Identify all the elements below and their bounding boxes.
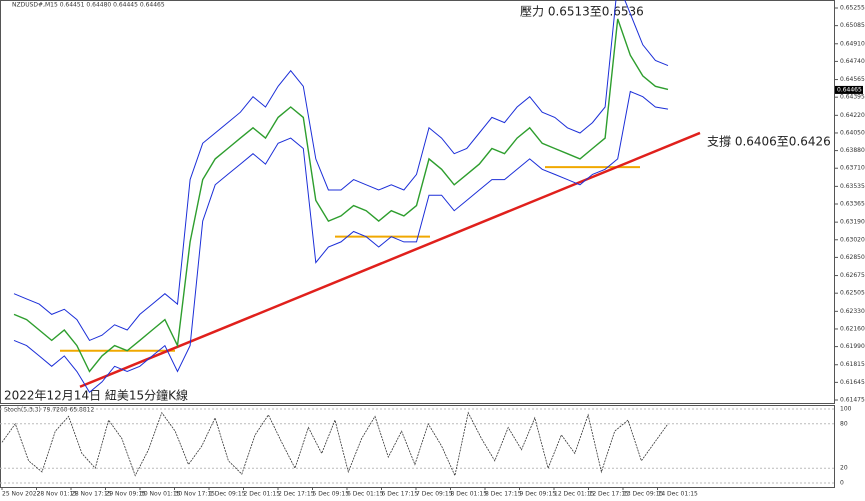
x-tick-label: 25 Nov 2022 — [2, 491, 41, 498]
x-tick-label: 28 Nov 17:15 — [71, 491, 112, 498]
y-tick-label: 0.63020 — [840, 236, 865, 243]
y-tick-label: 0.65255 — [840, 5, 865, 12]
chart-title: NZDUSD#,M15 0.64451 0.64480 0.64445 0.64… — [12, 2, 165, 9]
stoch-frame — [0, 405, 835, 488]
x-tick-label: 6 Dec 01:15 — [347, 491, 384, 498]
x-tick-label: 14 Dec 01:15 — [658, 491, 699, 498]
x-tick-label: 28 Nov 01:15 — [37, 491, 78, 498]
stoch-tick-label: 20 — [840, 465, 848, 472]
y-tick-label: 0.64220 — [840, 112, 865, 119]
x-tick-label: 13 Dec 09:15 — [623, 491, 664, 498]
x-tick-label: 12 Dec 17:15 — [589, 491, 630, 498]
x-tick-label: 9 Dec 09:15 — [520, 491, 557, 498]
trend-line — [79, 131, 701, 388]
y-tick-label: 0.64910 — [840, 40, 865, 47]
y-tick-label: 0.62330 — [840, 308, 865, 315]
y-tick-label: 0.63190 — [840, 219, 865, 226]
x-tick-label: 29 Nov 09:15 — [106, 491, 147, 498]
x-tick-label: 8 Dec 01:15 — [451, 491, 488, 498]
y-tick-label: 0.63880 — [840, 147, 865, 154]
caption: 2022年12月14日 紐美15分鐘K線 — [4, 388, 188, 403]
y-tick-label: 0.62160 — [840, 325, 865, 332]
y-tick-label: 0.63365 — [840, 201, 865, 208]
last-price-label: 0.64465 — [837, 86, 862, 93]
y-tick-label: 0.61990 — [840, 343, 865, 350]
y-tick-label: 0.64565 — [840, 76, 865, 83]
y-tick-label: 0.64050 — [840, 129, 865, 136]
y-tick-label: 0.63535 — [840, 183, 865, 190]
y-tick-label: 0.61815 — [840, 361, 865, 368]
x-tick-label: 30 Nov 01:15 — [140, 491, 181, 498]
x-tick-label: 6 Dec 17:15 — [382, 491, 419, 498]
stoch-tick-label: 80 — [840, 420, 848, 427]
price-line — [13, 0, 669, 342]
y-tick-label: 0.63710 — [840, 165, 865, 172]
x-tick-label: 30 Nov 17:15 — [175, 491, 216, 498]
support-note: 支撐 0.6406至0.6426 — [707, 135, 831, 149]
y-tick-label: 0.62675 — [840, 272, 865, 279]
price-line — [13, 18, 669, 373]
x-tick-label: 7 Dec 09:15 — [416, 491, 453, 498]
y-tick-label: 0.64740 — [840, 58, 865, 65]
x-tick-label: 2 Dec 17:15 — [278, 491, 315, 498]
y-tick-label: 0.64395 — [840, 94, 865, 101]
price-line — [13, 90, 669, 393]
y-tick-label: 0.65085 — [840, 22, 865, 29]
y-tick-label: 0.62505 — [840, 290, 865, 297]
resistance-note: 壓力 0.6513至0.6536 — [520, 5, 644, 19]
x-tick-label: 1 Dec 09:15 — [209, 491, 246, 498]
stoch-title: Stoch(5,3,3) 79.7260 65.8812 — [4, 407, 95, 414]
stoch-tick-label: 100 — [840, 406, 852, 413]
stoch-line — [1, 411, 669, 477]
x-tick-label: 5 Dec 09:15 — [313, 491, 350, 498]
y-tick-label: 0.61645 — [840, 379, 865, 386]
y-tick-label: 0.62850 — [840, 254, 865, 261]
x-tick-label: 12 Dec 01:15 — [554, 491, 595, 498]
stoch-tick-label: 0 — [840, 480, 844, 487]
x-tick-label: 2 Dec 01:15 — [244, 491, 281, 498]
main-frame — [0, 0, 835, 404]
y-tick-label: 0.61475 — [840, 397, 865, 404]
x-tick-label: 8 Dec 17:15 — [485, 491, 522, 498]
last-price-tag — [835, 85, 863, 94]
